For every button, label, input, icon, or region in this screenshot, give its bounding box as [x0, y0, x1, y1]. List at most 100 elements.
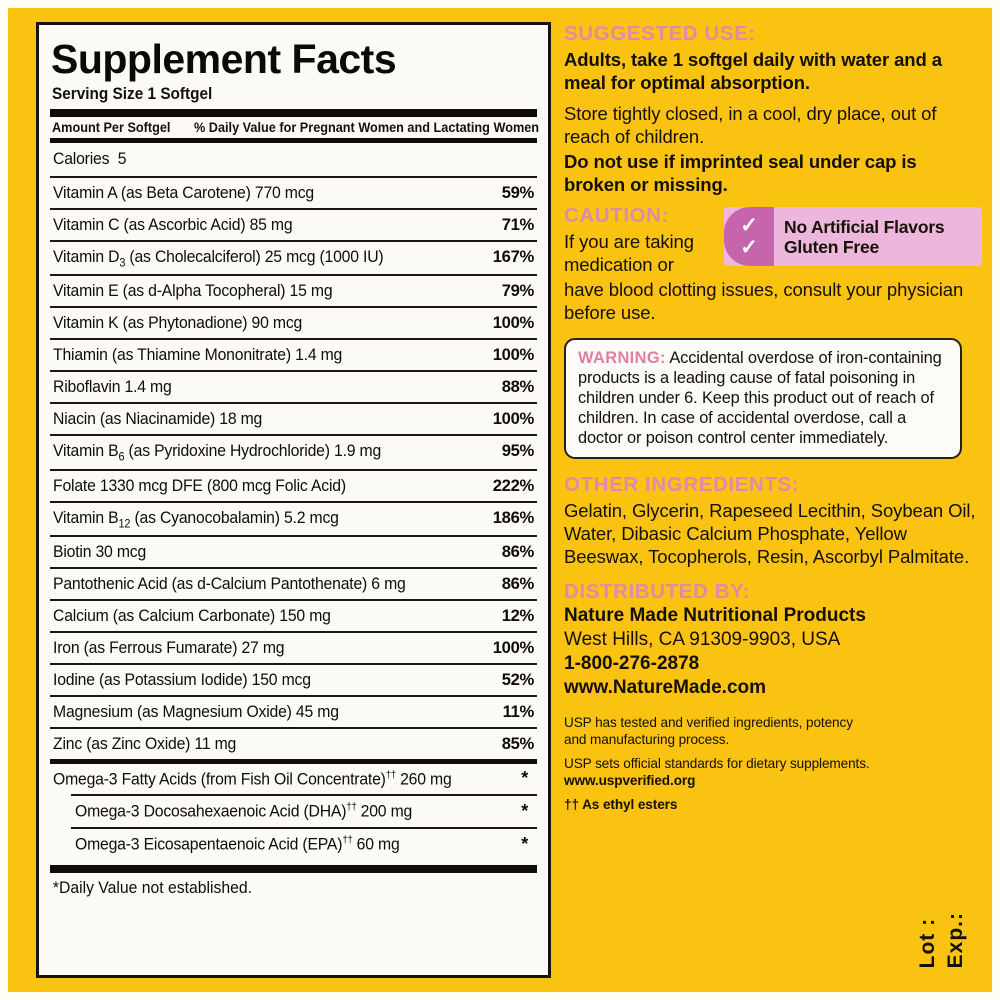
nutrient-daily-value: 100%: [492, 637, 535, 657]
table-row: Iron (as Ferrous Fumarate) 27 mg 100%: [49, 633, 538, 663]
claims-badge: ✓ ✓ No Artificial Flavors Gluten Free: [724, 207, 982, 266]
other-ingredients-section: OTHER INGREDIENTS: Gelatin, Glycerin, Ra…: [564, 473, 976, 568]
nutrient-daily-value: 11%: [502, 701, 535, 721]
row-divider: [50, 534, 537, 537]
table-row: Niacin (as Niacinamide) 18 mg 100%: [49, 404, 538, 434]
nutrient-name: Omega-3 Eicosapentaenoic Acid (EPA)†† 60…: [75, 834, 400, 854]
nutrient-daily-value: 95%: [501, 441, 535, 461]
row-divider: [50, 662, 537, 665]
row-divider: [50, 500, 537, 503]
row-divider: [50, 726, 537, 729]
table-row: Iodine (as Potassium Iodide) 150 mcg 52%: [49, 665, 538, 695]
nutrient-name: Vitamin D3 (as Cholecalciferol) 25 mcg (…: [53, 247, 384, 270]
nutrient-name: Thiamin (as Thiamine Mononitrate) 1.4 mg: [53, 345, 343, 365]
usp-line1: USP has tested and verified ingredients,…: [564, 715, 853, 730]
page-title: Supplement Facts: [51, 36, 397, 82]
row-divider: [50, 306, 537, 309]
row-divider: [50, 370, 537, 373]
nutrient-name: Omega-3 Fatty Acids (from Fish Oil Conce…: [53, 768, 452, 789]
row-divider: [50, 240, 537, 242]
nutrient-daily-value: 222%: [492, 475, 535, 495]
row-divider: [50, 598, 537, 601]
column-header-daily-value: % Daily Value for Pregnant Women and Lac…: [194, 120, 540, 135]
nutrient-daily-value: *: [521, 768, 528, 789]
nutrient-name: Calcium (as Calcium Carbonate) 150 mg: [53, 605, 331, 625]
table-row: Omega-3 Docosahexaenoic Acid (DHA)†† 200…: [49, 796, 538, 827]
table-row: Riboflavin 1.4 mg 88%: [49, 372, 538, 402]
nutrient-rows-container: Vitamin A (as Beta Carotene) 770 mcg 59% V…: [49, 176, 538, 759]
omega-rows-container: Omega-3 Fatty Acids (from Fish Oil Conce…: [49, 764, 538, 860]
calories-label: Calories 5: [53, 149, 127, 168]
warning-body: Accidental overdose of iron-containing p…: [578, 349, 942, 447]
table-row: Vitamin B12 (as Cyanocobalamin) 5.2 mcg 1…: [49, 503, 538, 535]
other-ingredients-text: Gelatin, Glycerin, Rapeseed Lecithin, So…: [564, 500, 976, 567]
divider-heavy-bottom: [50, 864, 537, 873]
table-row: Folate 1330 mcg DFE (800 mcg Folic Acid)…: [49, 471, 538, 501]
nutrient-name: Zinc (as Zinc Oxide) 11 mg: [53, 733, 237, 753]
nutrient-name: Vitamin B12 (as Cyanocobalamin) 5.2 mcg: [53, 507, 339, 530]
nutrient-name: Omega-3 Docosahexaenoic Acid (DHA)†† 200…: [75, 801, 413, 821]
table-row: Magnesium (as Magnesium Oxide) 45 mg 11%: [49, 697, 538, 727]
company-website[interactable]: www.NatureMade.com: [564, 677, 767, 698]
table-row: Omega-3 Eicosapentaenoic Acid (EPA)†† 60…: [49, 829, 538, 860]
storage-instructions: Store tightly closed, in a cool, dry pla…: [564, 103, 937, 147]
table-row: Vitamin K (as Phytonadione) 90 mcg 100%: [49, 308, 538, 338]
row-divider: [71, 827, 537, 829]
nutrient-name: Vitamin E (as d-Alpha Tocopheral) 15 mg: [53, 281, 333, 301]
table-row: Calcium (as Calcium Carbonate) 150 mg 12%: [49, 601, 538, 631]
ethyl-esters-note: †† As ethyl esters: [564, 797, 678, 812]
nutrient-name: Vitamin A (as Beta Carotene) 770 mcg: [53, 183, 315, 202]
usp-line2: and manufacturing process.: [564, 732, 730, 747]
nutrient-daily-value: 59%: [501, 183, 535, 202]
row-divider: [50, 434, 537, 437]
table-row: Zinc (as Zinc Oxide) 11 mg 85%: [49, 729, 538, 759]
row-divider: [50, 208, 537, 210]
nutrient-name: Niacin (as Niacinamide) 18 mg: [53, 409, 263, 429]
nutrient-daily-value: 86%: [501, 573, 535, 593]
nutrient-daily-value: 12%: [501, 605, 535, 625]
supplement-label-root: Supplement Facts Serving Size 1 Softgel …: [8, 8, 992, 992]
table-row-calories: Calories 5: [49, 143, 538, 176]
nutrient-daily-value: 86%: [501, 541, 535, 561]
nutrient-daily-value: 100%: [492, 313, 535, 333]
badge-check-column: ✓ ✓: [724, 207, 774, 266]
distributed-by-section: DISTRIBUTED BY: Nature Made Nutritional …: [564, 580, 976, 700]
usp-section: USP has tested and verified ingredients,…: [564, 714, 976, 813]
table-row: Vitamin D3 (as Cholecalciferol) 25 mcg (…: [49, 242, 538, 274]
table-row: Omega-3 Fatty Acids (from Fish Oil Conce…: [49, 764, 538, 795]
usp-website[interactable]: www.uspverified.org: [564, 773, 696, 788]
nutrient-name: Vitamin C (as Ascorbic Acid) 85 mg: [53, 215, 293, 234]
table-row: Vitamin B6 (as Pyridoxine Hydrochloride)…: [49, 436, 538, 468]
suggested-use-directions: Adults, take 1 softgel daily with water …: [564, 49, 942, 93]
nutrient-daily-value: *: [521, 833, 528, 854]
nutrient-daily-value: 79%: [501, 281, 535, 301]
row-divider: [50, 402, 537, 405]
claim-gluten-free: Gluten Free: [784, 236, 880, 257]
badge-claims-column: No Artificial Flavors Gluten Free: [774, 207, 982, 266]
nutrient-daily-value: 167%: [492, 247, 535, 266]
caution-heading: CAUTION:: [564, 204, 670, 227]
claim-no-artificial-flavors: No Artificial Flavors: [784, 216, 945, 237]
warning-label: WARNING:: [578, 349, 666, 367]
daily-value-footnote: *Daily Value not established.: [52, 878, 252, 897]
right-info-column: SUGGESTED USE: Adults, take 1 softgel da…: [564, 22, 982, 978]
serving-size-text: Serving Size 1 Softgel: [52, 85, 213, 103]
divider-before-omega: [50, 758, 537, 764]
caution-text-line2: have blood clotting issues, consult your…: [564, 279, 964, 323]
nutrient-name: Vitamin B6 (as Pyridoxine Hydrochloride)…: [53, 441, 382, 464]
table-row: Thiamin (as Thiamine Mononitrate) 1.4 mg…: [49, 340, 538, 370]
nutrient-name: Biotin 30 mcg: [53, 541, 147, 561]
distributed-by-heading: DISTRIBUTED BY:: [564, 580, 751, 603]
column-header-amount: Amount Per Softgel: [52, 120, 171, 135]
table-row: Pantothenic Acid (as d-Calcium Pantothen…: [49, 569, 538, 599]
nutrient-name: Vitamin K (as Phytonadione) 90 mcg: [53, 313, 303, 333]
nutrient-daily-value: 186%: [492, 507, 535, 527]
row-divider: [50, 694, 537, 697]
company-address: West Hills, CA 91309-9903, USA: [564, 629, 841, 650]
row-divider: [50, 176, 537, 178]
row-divider: [50, 566, 537, 569]
suggested-use-heading: SUGGESTED USE:: [564, 22, 756, 45]
nutrient-daily-value: 52%: [501, 669, 535, 689]
row-divider: [50, 274, 537, 277]
table-row: Biotin 30 mcg 86%: [49, 537, 538, 567]
